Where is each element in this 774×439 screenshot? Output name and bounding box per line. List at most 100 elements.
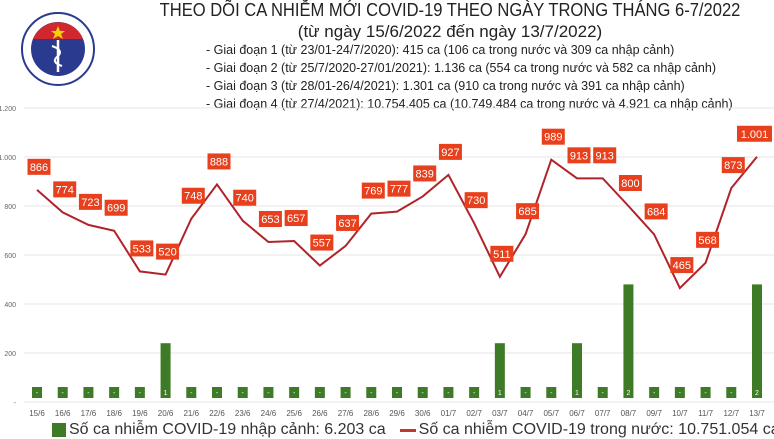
bar-label: - [139, 390, 142, 397]
x-tick-label: 01/7 [441, 409, 457, 418]
data-label: 913 [570, 150, 588, 162]
bar-label: - [293, 390, 296, 397]
data-label: 637 [338, 218, 356, 230]
legend-item-domestic: Số ca nhiễm COVID-19 trong nước: 10.751.… [399, 421, 774, 439]
data-label-box [438, 143, 462, 160]
data-label-box [207, 153, 231, 170]
bar-imported [752, 284, 762, 398]
x-tick-label: 27/6 [338, 409, 354, 418]
data-label: 873 [724, 160, 742, 172]
data-label-box [464, 192, 488, 209]
y-tick-label: 400 [4, 302, 16, 309]
bar-label: - [524, 390, 527, 397]
x-tick-label: 04/7 [518, 409, 534, 418]
bar-label: - [422, 390, 425, 397]
data-label-box [644, 203, 668, 220]
bar-label: - [473, 390, 476, 397]
bar-label: - [344, 390, 347, 397]
data-label: 989 [544, 132, 562, 144]
x-tick-label: 09/7 [646, 409, 662, 418]
data-label-box [387, 180, 411, 197]
x-tick-label: 26/6 [312, 409, 328, 418]
bar-imported [134, 387, 145, 398]
bar-imported [623, 284, 634, 398]
bar-label: - [87, 390, 90, 397]
x-tick-label: 22/6 [209, 409, 225, 418]
bar-imported [237, 387, 248, 398]
line-domestic [36, 156, 758, 290]
bar-label: - [447, 390, 450, 397]
data-label: 748 [184, 191, 202, 203]
bar-imported [263, 387, 274, 398]
bar-imported [443, 387, 454, 398]
x-tick-label: 16/6 [55, 409, 71, 418]
data-label: 913 [596, 150, 614, 162]
x-tick-label: 13/7 [749, 409, 765, 418]
bar-label: 1 [164, 390, 168, 397]
data-label: 777 [390, 184, 408, 196]
bar-label: - [319, 390, 322, 397]
data-label: 653 [261, 214, 279, 226]
bar-imported [546, 387, 557, 398]
data-label-box [567, 147, 591, 164]
data-label-box [737, 125, 772, 142]
phase-note: - Giai đoạn 3 (từ 28/01-26/4/2021): 1.30… [206, 79, 685, 93]
data-label: 685 [518, 206, 536, 218]
y-tick-label: - [14, 400, 17, 407]
bar-label: - [113, 390, 116, 397]
data-label-box [670, 257, 694, 274]
data-label-box [258, 211, 282, 228]
data-label: 511 [493, 249, 511, 261]
bar-label: - [242, 390, 245, 397]
bar-label: - [730, 390, 733, 397]
bar-label: - [704, 390, 707, 397]
data-label-box [721, 157, 745, 174]
bar-imported [57, 387, 68, 398]
chart-title: THEO DÕI CA NHIỄM MỚI COVID-19 THEO NGÀY… [159, 0, 741, 20]
y-tick-label: 600 [4, 253, 16, 260]
bar-label: - [190, 390, 193, 397]
data-label: 730 [467, 195, 485, 207]
bar-imported [366, 387, 377, 398]
data-label-box [490, 245, 514, 262]
legend-swatch [52, 423, 66, 437]
bar-label: - [216, 390, 219, 397]
data-label-box [53, 181, 77, 198]
data-label-box [27, 158, 51, 175]
x-tick-label: 21/6 [183, 409, 199, 418]
y-tick-label: 800 [4, 204, 16, 211]
data-label-box [104, 199, 128, 216]
data-label: 657 [287, 213, 305, 225]
data-label: 774 [56, 184, 74, 196]
data-label: 800 [621, 178, 639, 190]
bar-label: - [396, 390, 399, 397]
data-label-box [156, 243, 180, 260]
x-tick-label: 12/7 [723, 409, 739, 418]
bar-imported [340, 387, 351, 398]
data-label: 699 [107, 203, 125, 215]
bar-imported [494, 343, 505, 398]
data-label-box [181, 187, 205, 204]
legend: Số ca nhiễm COVID-19 nhập cảnh: 6.203 ca… [52, 421, 774, 439]
data-label-box [284, 210, 308, 227]
bar-imported [186, 387, 197, 398]
data-label-box [413, 165, 437, 182]
x-tick-label: 06/7 [569, 409, 585, 418]
data-label: 927 [441, 147, 459, 159]
bar-imported [649, 387, 660, 398]
ministry-of-health-logo [20, 4, 130, 101]
data-label-box [541, 128, 565, 145]
bar-imported [726, 387, 737, 398]
bar-label: - [550, 390, 553, 397]
bar-label: - [679, 390, 682, 397]
x-tick-label: 08/7 [621, 409, 637, 418]
data-label: 557 [313, 238, 331, 250]
legend-swatch [399, 428, 416, 432]
bar-imported [392, 387, 402, 398]
data-label: 465 [673, 260, 691, 272]
x-tick-label: 29/6 [389, 409, 405, 418]
bar-imported [469, 387, 480, 398]
bar-label: 2 [626, 390, 630, 397]
chart-subtitle: (từ ngày 15/6/2022 đến ngày 13/7/2022) [297, 22, 603, 41]
